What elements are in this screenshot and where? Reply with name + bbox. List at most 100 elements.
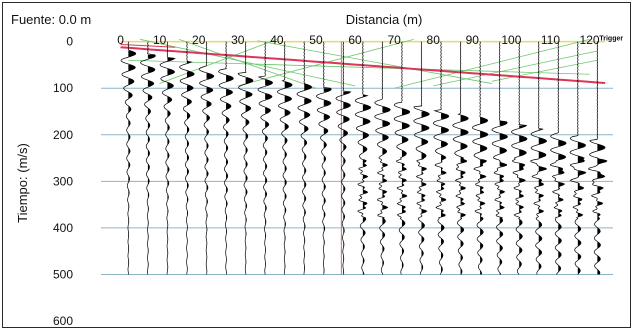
trace-wiggle [296, 41, 313, 275]
trace-fill [323, 43, 332, 274]
chart-frame: Fuente: 0.0 m Distancia (m) Tiempo: (m/s… [2, 2, 631, 328]
pick-line [159, 38, 278, 84]
y-tick-label: 400 [53, 221, 73, 235]
trace-wiggle [510, 41, 528, 275]
seismic-trace [491, 41, 508, 275]
trace-wiggle [335, 41, 352, 275]
seismic-trace [549, 41, 567, 275]
y-ticks: 0 100 200 300 400 500 600 [53, 35, 73, 328]
seismic-trace [393, 41, 411, 275]
trace-wiggle [569, 41, 587, 275]
x-tick-label: 60 [348, 33, 362, 47]
trace-wiggle [452, 41, 469, 275]
seismic-trace [237, 41, 254, 275]
trace-wiggle [316, 41, 332, 275]
seismic-trace [218, 41, 234, 275]
seismic-trace [510, 41, 528, 275]
trigger-label: Trigger [599, 36, 623, 43]
seismogram-chart: Fuente: 0.0 m Distancia (m) Tiempo: (m/s… [11, 12, 623, 328]
seismic-trace [316, 41, 332, 275]
seismic-trace [159, 41, 176, 275]
trace-fill [460, 46, 469, 275]
trace-wiggle [432, 41, 450, 275]
seismic-trace [452, 41, 469, 275]
trace-fill [519, 41, 527, 268]
trace-wiggle [530, 41, 548, 275]
y-tick-label: 600 [53, 314, 73, 328]
trace-wiggle [393, 41, 411, 275]
seismic-trace [120, 41, 137, 275]
y-tick-label: 300 [53, 174, 73, 188]
trace-fill [206, 43, 214, 275]
trace-wiggle [354, 41, 372, 275]
trace-wiggle [491, 41, 508, 275]
trace-fill [265, 41, 273, 268]
trace-fill [284, 44, 293, 269]
trace-fill [362, 42, 371, 275]
trace-fill [186, 43, 195, 272]
trace-fill [441, 43, 449, 273]
seismic-trace [569, 41, 587, 275]
seismic-trace [588, 41, 608, 275]
x-tick-label: 30 [231, 33, 245, 47]
x-tick-label: 100 [501, 33, 521, 47]
trace-fill [167, 44, 175, 270]
trace-wiggle [159, 41, 176, 275]
trace-fill [128, 45, 136, 275]
seismic-trace [413, 41, 430, 275]
pick-line [394, 38, 590, 89]
trace-fill [304, 43, 312, 272]
trace-fill [480, 42, 488, 275]
trace-wiggle [549, 41, 567, 275]
seismic-trace [374, 41, 391, 275]
trace-fill [382, 41, 391, 275]
seismic-trace [471, 41, 489, 275]
trace-wiggle [257, 41, 274, 275]
trace-wiggle [471, 41, 489, 275]
pick-line [257, 40, 492, 84]
pick-line [139, 38, 356, 87]
x-tick-label: 20 [192, 33, 206, 47]
y-axis-title: Tiempo: (m/s) [15, 143, 30, 223]
trace-wiggle [276, 41, 293, 275]
seismic-trace [198, 41, 215, 275]
trace-wiggle [237, 41, 254, 275]
x-tick-label: 70 [387, 33, 401, 47]
x-tick-label: 0 [117, 33, 124, 47]
x-tick-label: 80 [427, 33, 441, 47]
trace-wiggle [140, 41, 156, 275]
trace-fill [577, 46, 586, 274]
seismic-trace [530, 41, 548, 275]
y-tick-label: 0 [66, 35, 73, 49]
x-tick-label: 40 [270, 33, 284, 47]
x-tick-label: 110 [541, 33, 560, 47]
y-tick-label: 200 [53, 128, 73, 142]
pick-line [491, 59, 598, 82]
seismic-trace [296, 41, 313, 275]
trace-fill [245, 45, 253, 275]
trace-wiggle [413, 41, 430, 275]
y-tick-label: 500 [53, 267, 73, 281]
seismic-trace [179, 41, 195, 275]
x-tick-label: 50 [309, 33, 323, 47]
x-ticks: 0 10 20 30 40 50 60 70 80 90 100 110 120 [117, 33, 600, 47]
trace-fill [147, 41, 156, 268]
seismic-trace [354, 41, 372, 275]
seismic-trace [140, 41, 156, 275]
trace-wiggle [179, 41, 195, 275]
x-tick-label: 10 [153, 33, 167, 47]
seismic-trace [432, 41, 450, 275]
trace-wiggle [588, 41, 608, 275]
pick-line [128, 59, 590, 75]
y-tick-label: 100 [53, 81, 73, 95]
trace-wiggle [198, 41, 215, 275]
seismic-trace [276, 41, 293, 275]
x-tick-label: 120 [580, 33, 600, 47]
traces [120, 41, 608, 275]
trace-fill [401, 44, 410, 268]
seismic-trace [335, 41, 352, 275]
x-axis-title: Distancia (m) [346, 12, 423, 27]
seismic-trace [257, 41, 274, 275]
x-tick-label: 90 [466, 33, 480, 47]
trace-wiggle [120, 41, 137, 275]
